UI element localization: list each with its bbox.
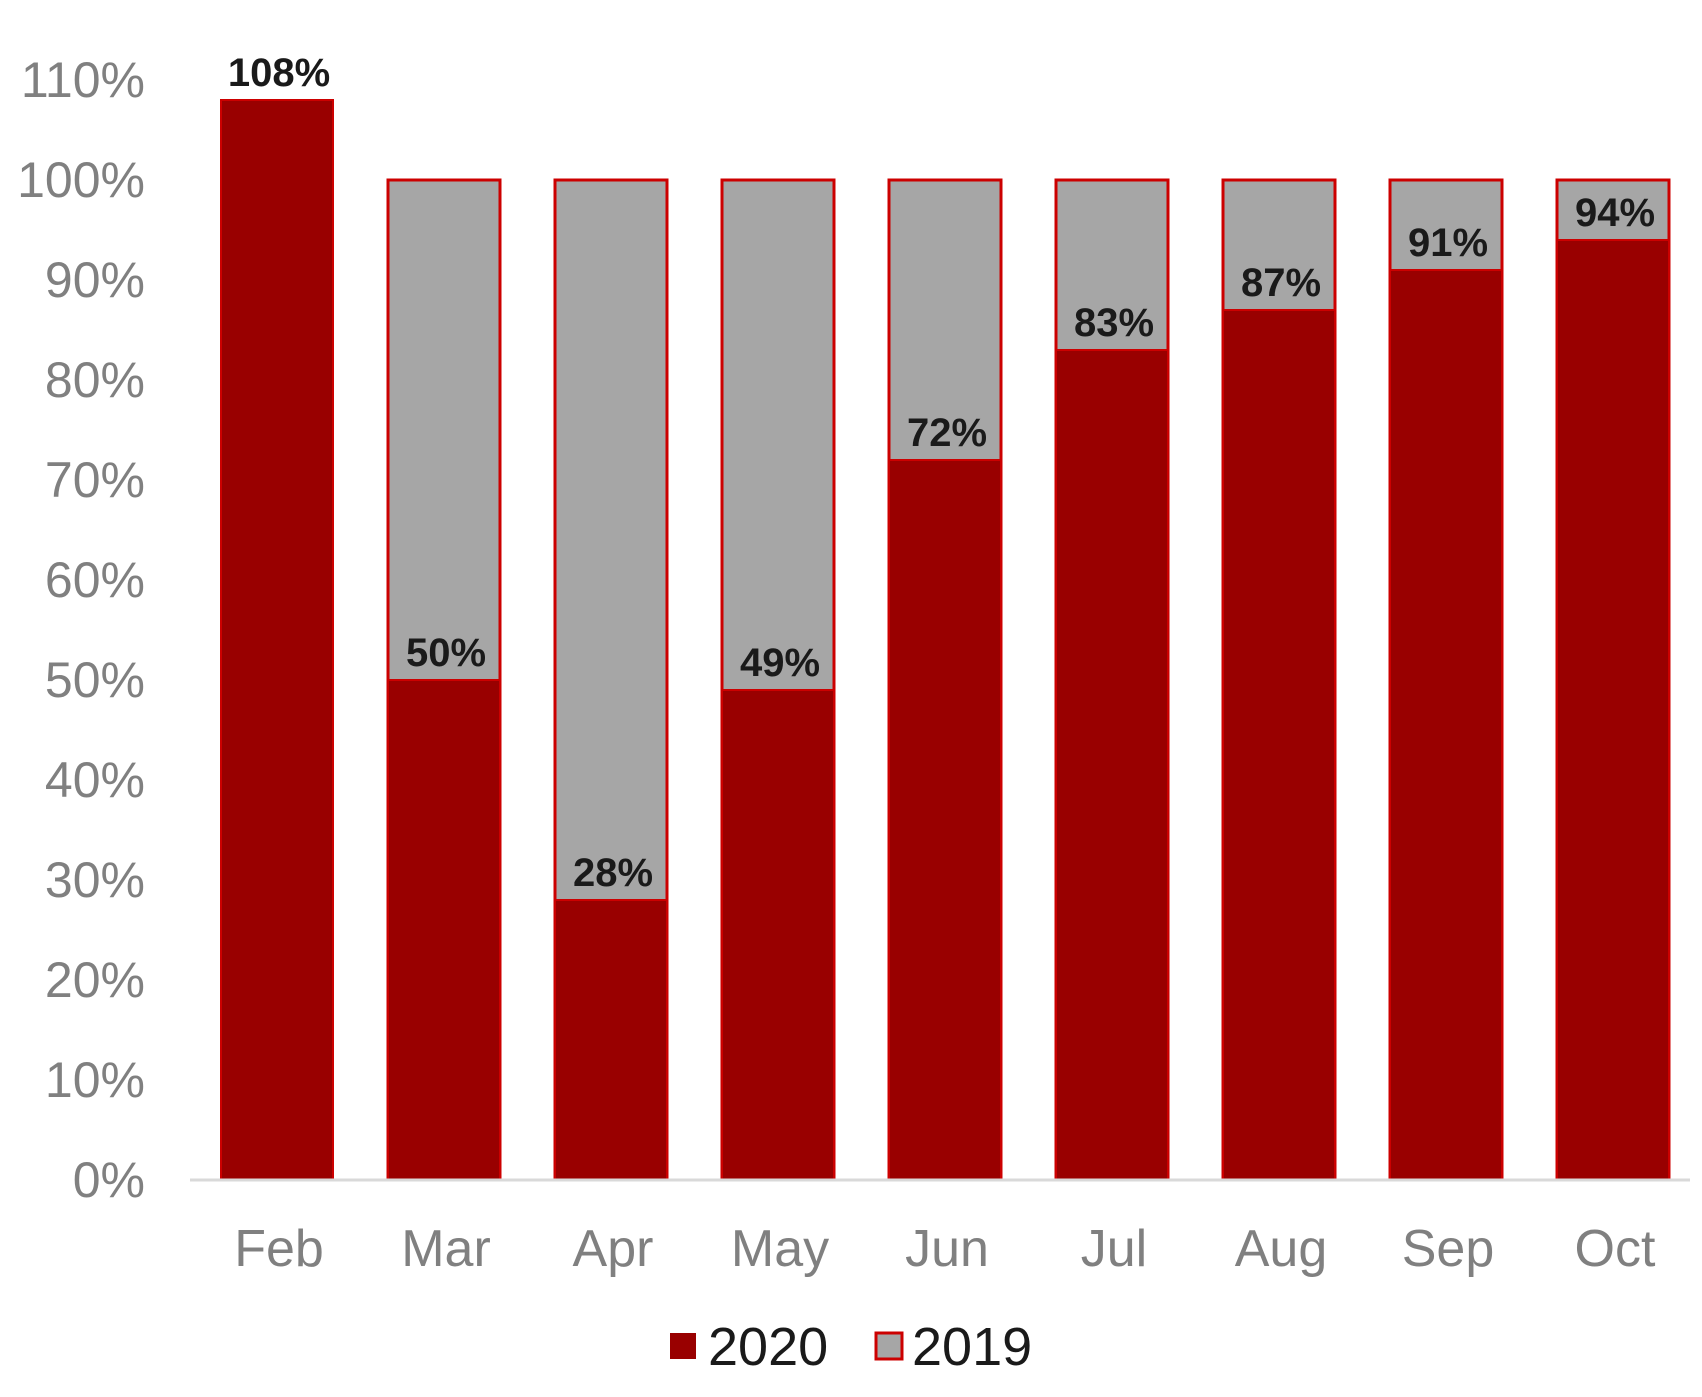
x-tick-label: Feb (234, 1220, 324, 1278)
x-axis: Feb Mar Apr May Jun Jul Aug Sep Oct (234, 1220, 1656, 1278)
bar-2020-jun (888, 459, 1002, 1181)
y-tick-label: 30% (45, 852, 145, 908)
x-tick-label: Mar (401, 1220, 491, 1278)
data-label-mar: 50% (406, 631, 486, 675)
data-labels: 108% 50% 28% 49% 72% 83% 87% 91% 94% (228, 51, 1655, 895)
y-tick-label: 110% (21, 52, 145, 108)
x-tick-label: Jul (1081, 1220, 1147, 1278)
data-label-aug: 87% (1241, 261, 1321, 305)
y-tick-label: 90% (45, 252, 145, 308)
bar-2020-mar (387, 679, 501, 1181)
y-tick-label: 70% (45, 452, 145, 508)
legend-swatch-2019 (874, 1331, 904, 1361)
x-tick-label: Sep (1402, 1220, 1495, 1278)
x-tick-label: Oct (1575, 1220, 1656, 1278)
x-tick-label: Aug (1235, 1220, 1328, 1278)
data-label-jun: 72% (907, 411, 987, 455)
bar-2020-jul (1055, 349, 1169, 1181)
y-tick-label: 100% (17, 152, 145, 208)
y-tick-label: 60% (45, 552, 145, 608)
legend-label-2019: 2019 (912, 1317, 1032, 1377)
y-tick-label: 10% (45, 1052, 145, 1108)
x-tick-label: May (731, 1220, 829, 1278)
y-tick-label: 40% (45, 752, 145, 808)
data-label-feb: 108% (228, 51, 330, 95)
bar-2020-oct (1556, 239, 1670, 1181)
bar-2020-sep (1389, 269, 1503, 1181)
y-tick-label: 0% (73, 1152, 145, 1208)
data-label-jul: 83% (1074, 301, 1154, 345)
y-tick-label: 80% (45, 352, 145, 408)
y-axis: 0% 10% 20% 30% 40% 50% 60% 70% 80% 90% 100% 110% (17, 52, 145, 1208)
bar-2020-aug (1222, 309, 1336, 1181)
data-label-may: 49% (740, 641, 820, 685)
bar-2020-feb (220, 99, 334, 1181)
y-tick-label: 20% (45, 952, 145, 1008)
legend: 2020 2019 (670, 1317, 1032, 1377)
bar-2020-may (721, 689, 835, 1181)
bar-2020-apr (554, 899, 668, 1181)
data-label-apr: 28% (573, 851, 653, 895)
x-tick-label: Jun (905, 1220, 989, 1278)
data-label-sep: 91% (1408, 221, 1488, 265)
data-label-oct: 94% (1575, 191, 1655, 235)
x-tick-label: Apr (573, 1220, 654, 1278)
legend-swatch-2020 (670, 1333, 696, 1359)
legend-label-2020: 2020 (708, 1317, 828, 1377)
y-tick-label: 50% (45, 652, 145, 708)
